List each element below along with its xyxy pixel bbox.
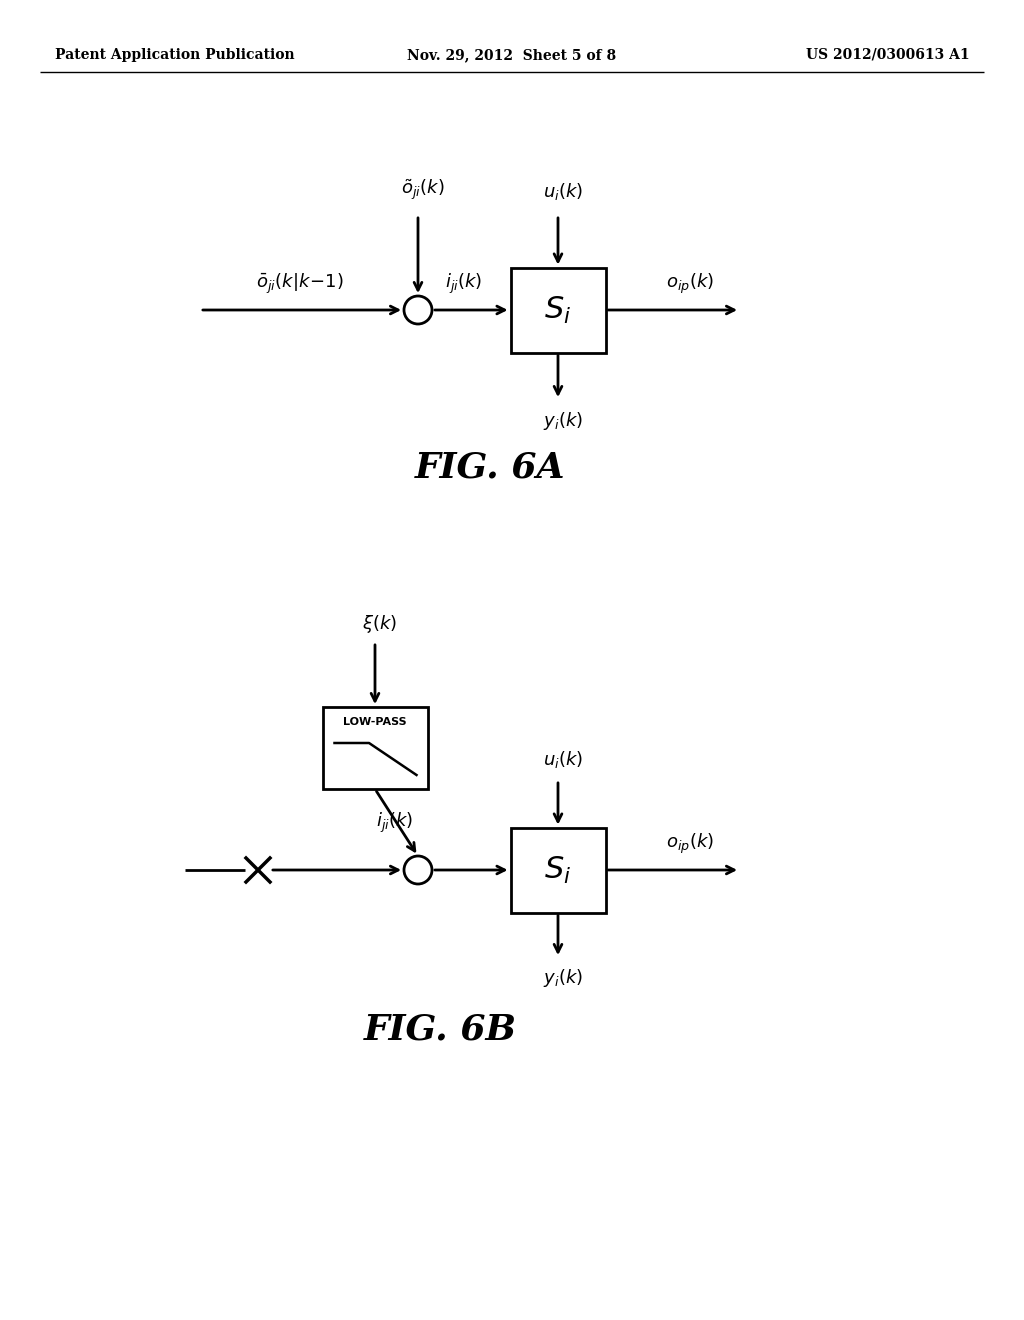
Text: $u_i(k)$: $u_i(k)$: [543, 181, 583, 202]
Text: $S_i$: $S_i$: [545, 294, 571, 326]
Text: $u_i(k)$: $u_i(k)$: [543, 748, 583, 770]
Text: $y_i(k)$: $y_i(k)$: [543, 968, 583, 989]
Text: US 2012/0300613 A1: US 2012/0300613 A1: [806, 48, 970, 62]
Text: FIG. 6A: FIG. 6A: [415, 451, 565, 484]
Circle shape: [404, 296, 432, 323]
Text: $y_i(k)$: $y_i(k)$: [543, 411, 583, 432]
Bar: [511, 828, 605, 912]
Bar: [511, 268, 605, 352]
Bar: [323, 708, 427, 789]
Text: Patent Application Publication: Patent Application Publication: [55, 48, 295, 62]
Text: FIG. 6B: FIG. 6B: [364, 1012, 516, 1047]
Text: Nov. 29, 2012  Sheet 5 of 8: Nov. 29, 2012 Sheet 5 of 8: [408, 48, 616, 62]
Text: $\xi(k)$: $\xi(k)$: [362, 612, 397, 635]
Circle shape: [404, 855, 432, 884]
Text: $i_{ji}(k)$: $i_{ji}(k)$: [376, 810, 414, 836]
Text: $o_{ip}(k)$: $o_{ip}(k)$: [666, 272, 714, 296]
Text: $\tilde{o}_{ji}(k)$: $\tilde{o}_{ji}(k)$: [401, 177, 444, 202]
Text: $\bar{o}_{ji}(k|k\!-\!1)$: $\bar{o}_{ji}(k|k\!-\!1)$: [256, 272, 344, 296]
Text: $S_i$: $S_i$: [545, 854, 571, 886]
Text: LOW-PASS: LOW-PASS: [343, 717, 407, 727]
Text: $o_{ip}(k)$: $o_{ip}(k)$: [666, 832, 714, 855]
Text: $i_{ji}(k)$: $i_{ji}(k)$: [445, 272, 482, 296]
